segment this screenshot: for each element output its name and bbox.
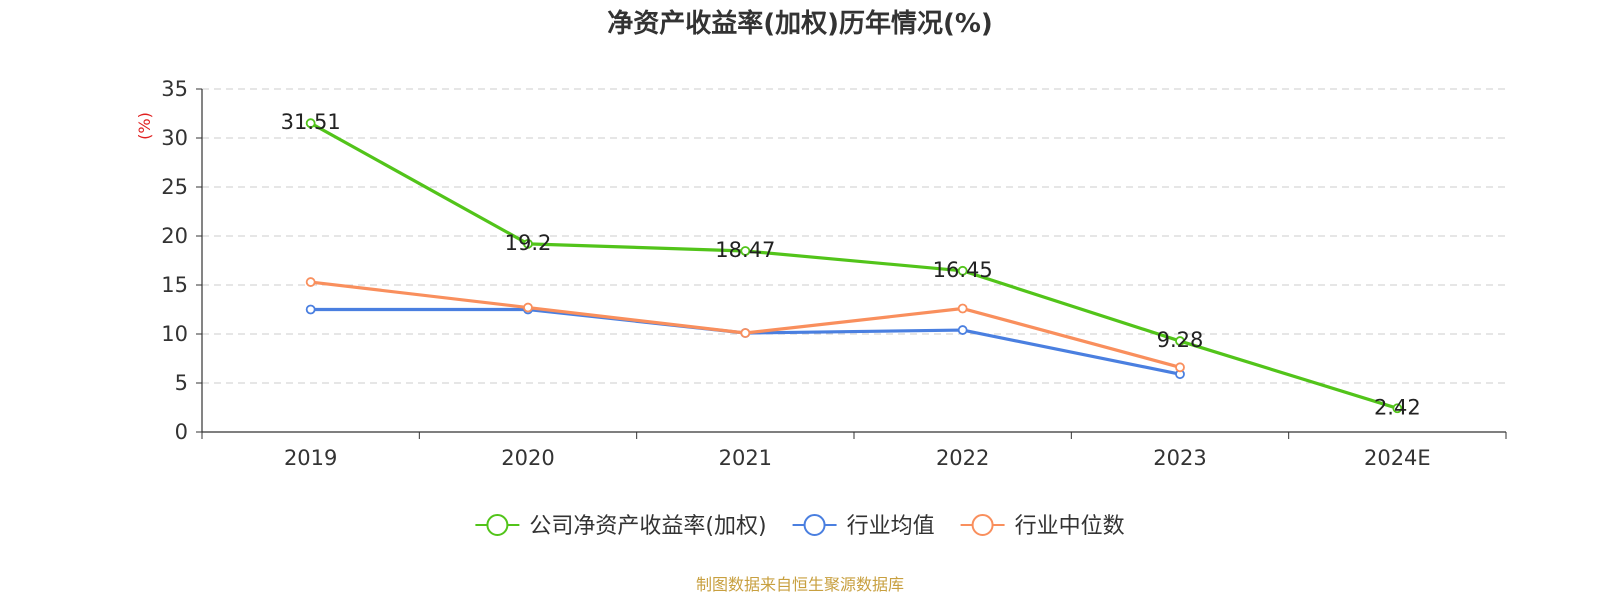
axes: 0 5 10 15 20 25 30 35 2019 2020 2021 2022 2023 2024E (161, 77, 1507, 470)
data-point[interactable] (305, 304, 316, 315)
y-tick-label: 20 (161, 224, 188, 248)
data-point[interactable] (305, 118, 316, 129)
data-point[interactable] (523, 302, 533, 313)
legend-marker-icon (486, 514, 509, 536)
legend-label: 公司净资产收益率(加权) (529, 514, 766, 539)
legend-label: 行业中位数 (1015, 514, 1125, 539)
y-tick-label: 35 (161, 77, 188, 101)
data-label: 2.42 (1374, 395, 1421, 419)
data-label: 16.45 (933, 258, 993, 282)
chart-title: 净资产收益率(加权)历年情况(%) (607, 8, 993, 39)
data-label: 18.47 (715, 238, 775, 262)
legend-marker-icon (803, 514, 826, 536)
y-tick-label: 10 (161, 322, 188, 346)
y-tick-label: 30 (161, 126, 188, 150)
data-label: 19.2 (505, 231, 552, 255)
series-line (310, 280, 1181, 369)
series-line (310, 307, 1181, 376)
data-point[interactable] (740, 328, 751, 338)
legend-item[interactable]: 公司净资产收益率(加权) (475, 514, 767, 539)
data-label: 31.51 (281, 110, 341, 134)
data-point[interactable] (305, 277, 316, 287)
x-tick-label: 2022 (936, 446, 989, 470)
y-tick-label: 25 (161, 175, 188, 199)
legend-item[interactable]: 行业均值 (792, 514, 935, 539)
legend-marker-icon (971, 514, 994, 536)
y-tick-label: 0 (175, 420, 188, 444)
data-point[interactable] (957, 303, 968, 314)
data-label: 9.28 (1157, 328, 1204, 352)
series-line (309, 121, 1398, 410)
legend-label: 行业均值 (847, 514, 935, 539)
x-tick-label: 2021 (719, 446, 772, 470)
data-point[interactable] (1392, 403, 1403, 414)
data-point[interactable] (957, 265, 968, 276)
x-tick-label: 2020 (501, 446, 554, 470)
legend[interactable]: 公司净资产收益率(加权) 行业均值 行业中位数 (475, 514, 1125, 539)
y-tick-label: 15 (161, 273, 188, 297)
data-point[interactable] (1175, 336, 1185, 346)
source-note: 制图数据来自恒生聚源数据库 (696, 575, 904, 594)
y-tick-label: 5 (175, 371, 188, 395)
data-point[interactable] (523, 238, 533, 249)
y-axis-label: (%) (135, 112, 154, 140)
x-tick-label: 2024E (1364, 446, 1431, 470)
data-point[interactable] (957, 325, 968, 335)
x-tick-label: 2023 (1153, 446, 1206, 470)
x-tick-label: 2019 (284, 446, 337, 470)
grid-lines (202, 88, 1506, 384)
series-group (305, 118, 1403, 414)
data-point[interactable] (740, 246, 751, 256)
data-point[interactable] (1175, 362, 1185, 373)
legend-item[interactable]: 行业中位数 (960, 514, 1125, 539)
data-labels: 31.51 19.2 18.47 16.45 9.28 2.42 (281, 110, 1421, 419)
